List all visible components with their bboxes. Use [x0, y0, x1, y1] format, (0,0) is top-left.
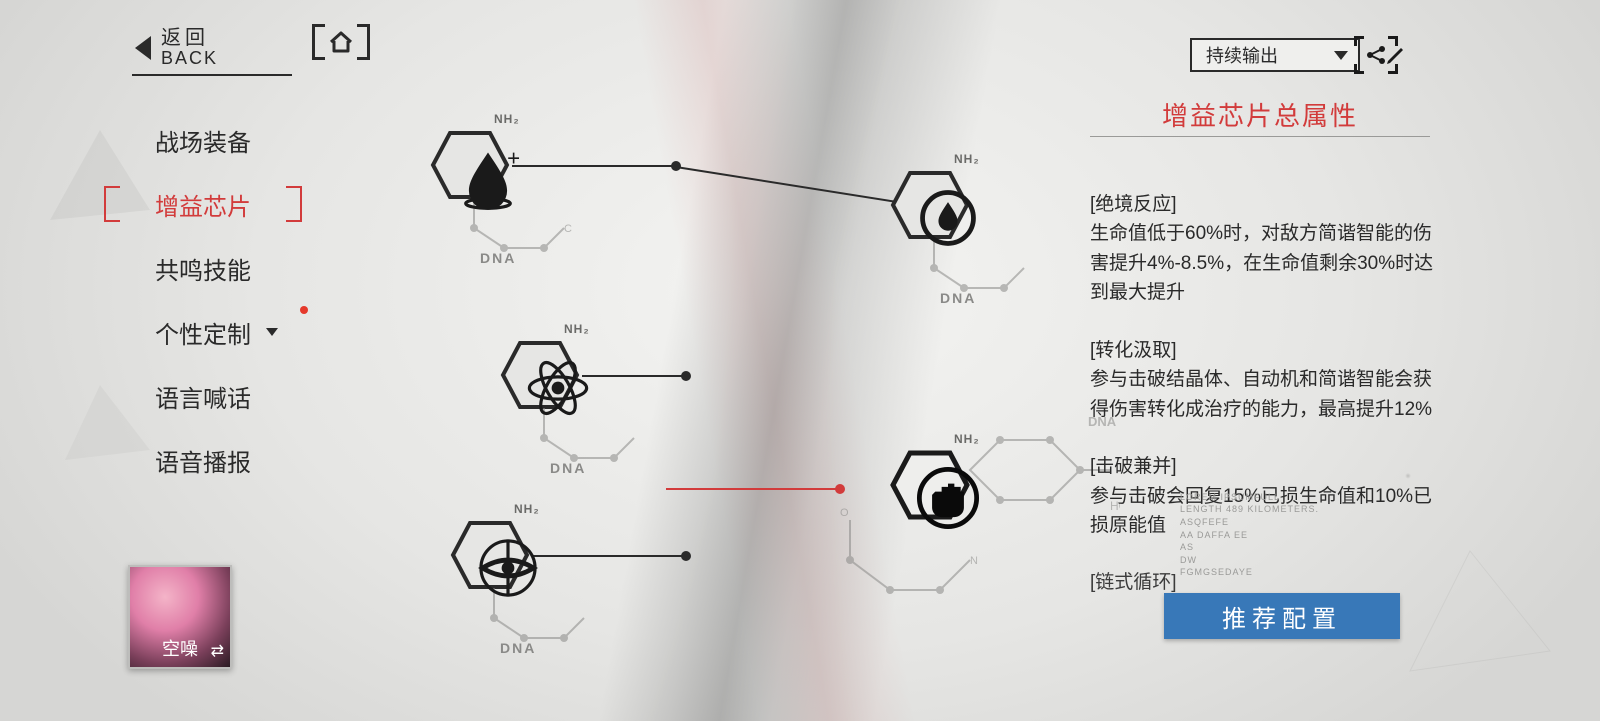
drop-ring-icon	[908, 183, 952, 227]
home-button[interactable]	[312, 22, 370, 62]
stat-name: [绝境反应]	[1090, 190, 1440, 219]
nav-item-custom[interactable]: 个性定制	[108, 300, 298, 364]
character-avatar[interactable]: 空噪 ⇄	[128, 565, 232, 669]
node-label-nh2: NH₂	[564, 322, 590, 336]
node-label-dna: DNA	[480, 250, 516, 266]
node-label-dna: DNA	[500, 640, 536, 656]
svg-text:N: N	[970, 555, 978, 567]
preset-dropdown[interactable]: 持续输出	[1190, 38, 1360, 72]
connector	[532, 555, 682, 557]
chevron-down-icon	[266, 328, 278, 336]
atom-icon	[518, 353, 562, 397]
nav-item-resonance[interactable]: 共鸣技能	[108, 236, 298, 300]
nav-item-label: 语言喊话	[155, 379, 251, 414]
fist-icon	[908, 463, 952, 507]
back-label-en: BACK	[161, 49, 218, 68]
chip-node[interactable]: NH₂ DNA	[890, 170, 970, 240]
stat-desc: 生命值低于60%时，对敌方简谐智能的伤害提升4%-8.5%，在生命值剩余30%时…	[1090, 219, 1440, 307]
nav-item-label: 个性定制	[155, 315, 251, 350]
node-label-nh2: NH₂	[514, 502, 540, 516]
connector	[676, 166, 898, 203]
back-label-cn: 返回	[161, 28, 218, 49]
nav-item-voice[interactable]: 语音播报	[108, 428, 298, 492]
fine-print: LOREM IPSUMFULL- LENGTH 489 KILOMETERS. …	[1180, 491, 1400, 579]
svg-text:+: +	[507, 145, 520, 170]
stat-name: [转化汲取]	[1090, 336, 1440, 365]
drop-plus-icon: +	[448, 143, 492, 187]
connector-active	[666, 488, 836, 490]
node-label-dna: DNA	[550, 460, 586, 476]
node-label-nh2: NH₂	[954, 152, 980, 166]
swap-icon: ⇄	[211, 641, 224, 661]
chip-graph: NH₂ + NC DNA NH₂ DNA NH₂	[330, 60, 1090, 680]
eye-icon	[468, 533, 512, 577]
back-button[interactable]: 返回 BACK	[135, 28, 218, 68]
connector	[512, 165, 672, 167]
node-label-dna: DNA	[940, 290, 976, 306]
recommend-label: 推荐配置	[1222, 599, 1342, 634]
chip-node[interactable]: NH₂ + NC DNA	[430, 130, 510, 200]
chip-node[interactable]: NH₂ DNA	[500, 340, 580, 410]
node-label-nh2: NH₂	[494, 112, 520, 126]
chip-node-active[interactable]: NH₂ DNA HO ON	[890, 450, 970, 520]
chip-node[interactable]: NH₂ DNA	[450, 520, 530, 590]
connector-dot-active	[835, 484, 845, 494]
side-nav: 战场装备 增益芯片 共鸣技能 个性定制 语言喊话 语音播报	[108, 108, 298, 492]
stat-name: [击破兼并]	[1090, 452, 1440, 481]
back-divider	[132, 74, 292, 76]
svg-text:C: C	[564, 223, 572, 235]
chevron-down-icon	[1334, 51, 1348, 60]
notification-dot	[300, 306, 308, 314]
recommend-button[interactable]: 推荐配置	[1164, 593, 1400, 639]
connector-dot	[681, 371, 691, 381]
stat-desc: 参与击破结晶体、自动机和简谐智能会获得伤害转化成治疗的能力，最高提升12%	[1090, 365, 1440, 424]
chevron-left-icon	[135, 36, 151, 60]
stat-block: [转化汲取] 参与击破结晶体、自动机和简谐智能会获得伤害转化成治疗的能力，最高提…	[1090, 336, 1440, 424]
nav-item-equipment[interactable]: 战场装备	[108, 108, 298, 172]
nav-item-label: 增益芯片	[155, 187, 251, 222]
nav-item-chip[interactable]: 增益芯片	[108, 172, 298, 236]
dropdown-selected: 持续输出	[1206, 42, 1278, 68]
nav-item-label: 共鸣技能	[155, 251, 251, 286]
share-button[interactable]	[1354, 36, 1398, 74]
home-icon	[328, 30, 354, 54]
svg-text:O: O	[840, 507, 849, 519]
stat-block: [绝境反应] 生命值低于60%时，对敌方简谐智能的伤害提升4%-8.5%，在生命…	[1090, 190, 1440, 308]
character-name: 空噪	[162, 635, 198, 661]
nav-item-label: 语音播报	[155, 443, 251, 478]
panel-divider	[1090, 136, 1430, 137]
share-icon	[1365, 44, 1387, 66]
nav-item-label: 战场装备	[155, 123, 251, 158]
panel-title: 增益芯片总属性	[1110, 96, 1410, 133]
connector-dot	[681, 551, 691, 561]
nav-item-shout[interactable]: 语言喊话	[108, 364, 298, 428]
